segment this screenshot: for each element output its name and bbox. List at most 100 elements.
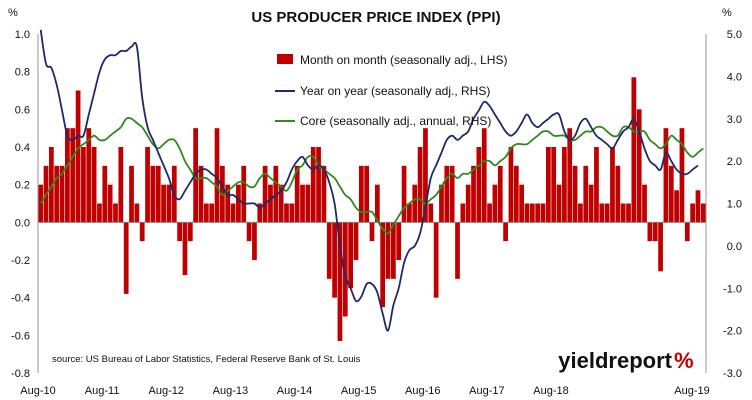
bar (332, 222, 337, 298)
bar (508, 147, 514, 223)
bar (668, 165, 674, 223)
bar (241, 165, 247, 223)
bar (155, 165, 161, 223)
bar (187, 222, 193, 242)
legend-label-core: Core (seasonally adj., annual, RHS) (300, 114, 491, 128)
right-tick-label: 2.0 (727, 156, 742, 168)
bar (401, 165, 407, 223)
x-tick-label: Aug-12 (149, 385, 184, 397)
bar (439, 184, 444, 223)
bar (161, 184, 166, 223)
bar (674, 190, 679, 223)
x-axis-ticks: Aug-10 Aug-11 Aug-12 Aug-13 Aug-14 Aug-15 Aug-… (20, 385, 709, 397)
bar (252, 222, 257, 260)
bar (572, 165, 578, 223)
bar (316, 147, 321, 223)
bar (610, 147, 615, 223)
x-tick-label: Aug-19 (674, 385, 709, 397)
bar (48, 147, 54, 223)
bar (257, 203, 263, 223)
bar (203, 203, 209, 223)
bar (583, 165, 589, 223)
bar (444, 165, 450, 223)
x-tick-label: Aug-15 (341, 385, 376, 397)
month-on-month-bars (38, 77, 706, 341)
right-axis-ticks: 5.0 4.0 3.0 2.0 1.0 0.0 -1.0 -2.0 -3.0 (723, 29, 742, 380)
left-axis-ticks: 1.0 0.8 0.6 0.4 0.2 0.0 -0.2 -0.4 -0.6 -0.8 (11, 29, 30, 380)
bar (417, 147, 423, 223)
bar (663, 128, 669, 223)
bar (278, 184, 284, 223)
bar (465, 184, 471, 223)
bar (59, 165, 65, 223)
bar (449, 165, 455, 223)
left-tick-label: -0.8 (11, 368, 30, 380)
bar (97, 203, 102, 223)
bar (284, 203, 289, 223)
bar (690, 203, 696, 223)
bar (519, 184, 525, 223)
bar (342, 222, 348, 317)
bar (75, 90, 81, 223)
left-tick-label: 0.4 (15, 142, 30, 154)
legend-label-month-on-month: Month on month (seasonally adj., LHS) (300, 53, 507, 67)
bar (91, 147, 97, 223)
bar (209, 203, 215, 223)
bar (86, 128, 92, 223)
bar (380, 222, 386, 308)
brand-percent-symbol: % (674, 348, 694, 373)
brand-logo: yieldreport % (558, 348, 693, 373)
bar (529, 203, 535, 223)
bar (177, 222, 182, 242)
x-tick-label: Aug-16 (405, 385, 440, 397)
bar (65, 128, 70, 223)
bar (460, 203, 466, 223)
axes-frame (37, 34, 707, 373)
bar (471, 165, 476, 223)
left-tick-label: 0.6 (15, 104, 30, 116)
x-tick-label: Aug-10 (20, 385, 55, 397)
year-on-year-line (39, 29, 699, 332)
x-tick-label: Aug-13 (213, 385, 248, 397)
bar (262, 165, 268, 223)
right-tick-label: 4.0 (727, 71, 742, 83)
bar (396, 222, 402, 260)
bar (310, 147, 316, 223)
bar (166, 184, 172, 223)
legend: Month on month (seasonally adj., LHS) Ye… (275, 53, 507, 128)
bar (647, 222, 653, 242)
left-tick-label: -0.4 (11, 293, 30, 305)
bar (513, 165, 519, 223)
right-tick-label: 1.0 (727, 199, 742, 211)
bar (353, 222, 359, 260)
brand-wordmark: yieldreport (558, 348, 672, 373)
bar (294, 165, 300, 223)
bar (230, 203, 236, 223)
bar (150, 165, 156, 223)
bar (134, 203, 140, 223)
right-tick-label: -1.0 (723, 283, 742, 295)
right-tick-label: 5.0 (727, 29, 742, 41)
bar (642, 184, 647, 223)
bar (364, 165, 370, 223)
right-tick-label: -2.0 (723, 326, 742, 338)
bar (348, 222, 353, 289)
bar (620, 203, 626, 223)
bar (81, 147, 86, 223)
bar (679, 128, 685, 223)
bar (214, 128, 220, 223)
x-tick-label: Aug-11 (85, 385, 120, 397)
right-axis-unit: % (722, 7, 732, 19)
chart-title: US PRODUCER PRICE INDEX (PPI) (251, 9, 500, 26)
bar (374, 184, 380, 223)
bar (545, 147, 551, 223)
bar (107, 184, 113, 223)
bar (225, 184, 231, 223)
bar (113, 203, 118, 223)
bar (423, 128, 428, 223)
bar (503, 222, 508, 242)
x-tick-label: Aug-14 (277, 385, 312, 397)
bar (70, 128, 76, 223)
bar (38, 184, 44, 223)
